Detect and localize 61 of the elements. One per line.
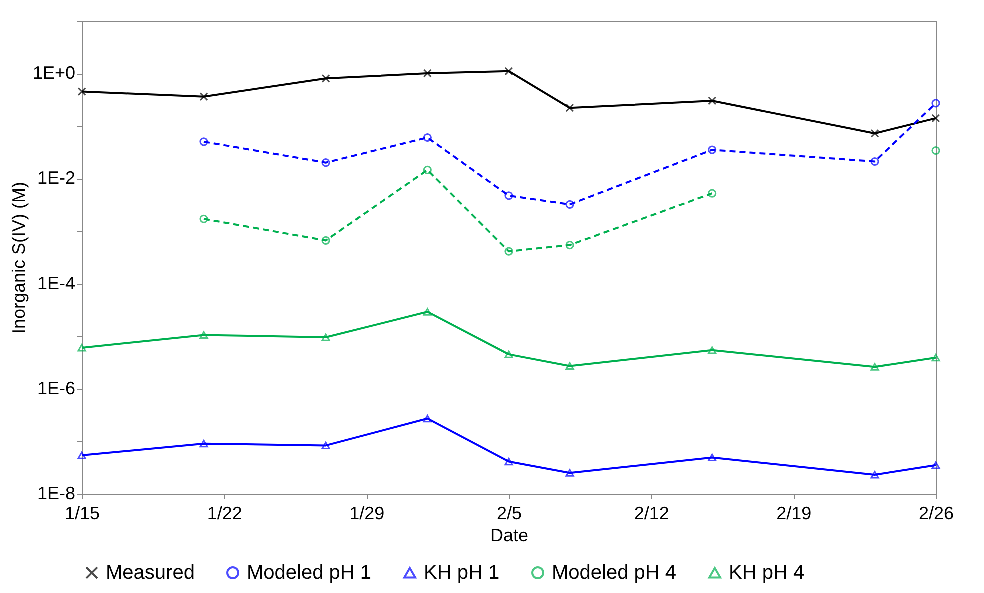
point bbox=[322, 442, 330, 450]
y-tick-label: 1E-2 bbox=[37, 168, 76, 188]
point bbox=[423, 308, 432, 316]
point bbox=[78, 344, 86, 352]
point bbox=[708, 96, 717, 106]
point bbox=[504, 247, 514, 256]
point bbox=[870, 363, 880, 371]
point bbox=[200, 92, 208, 102]
point bbox=[708, 346, 717, 354]
point bbox=[200, 440, 208, 448]
point bbox=[504, 350, 514, 358]
point bbox=[504, 458, 514, 466]
point bbox=[423, 166, 432, 174]
legend-label: KH pH 1 bbox=[424, 562, 500, 584]
point bbox=[423, 133, 432, 142]
point bbox=[566, 200, 574, 209]
y-tick-label: 1E-6 bbox=[37, 378, 76, 398]
y-tick-label: 1E-8 bbox=[37, 484, 76, 504]
point bbox=[870, 471, 880, 479]
x-tick-label: 1/29 bbox=[350, 504, 385, 524]
x-tick-label: 1/22 bbox=[207, 504, 242, 524]
y-tick-label: 1E+0 bbox=[32, 63, 76, 84]
point bbox=[932, 99, 940, 108]
legend-label: KH pH 4 bbox=[729, 562, 805, 584]
point bbox=[708, 146, 717, 154]
point bbox=[200, 214, 208, 224]
point bbox=[322, 236, 330, 245]
legend-label: Modeled pH 1 bbox=[247, 562, 372, 584]
x-tick-label: 2/12 bbox=[634, 504, 670, 524]
x-tick-label: 1/15 bbox=[64, 504, 100, 524]
point bbox=[200, 331, 208, 340]
point bbox=[870, 157, 880, 166]
point bbox=[200, 138, 208, 146]
x-tick-label: 2/26 bbox=[918, 504, 954, 524]
point bbox=[566, 104, 574, 112]
point bbox=[322, 74, 330, 83]
point bbox=[566, 241, 574, 250]
point bbox=[322, 158, 330, 168]
legend-label: Measured bbox=[106, 562, 195, 584]
point bbox=[504, 192, 514, 200]
legend-label: Modeled pH 4 bbox=[552, 562, 677, 584]
point bbox=[423, 414, 432, 423]
point bbox=[423, 69, 432, 78]
point bbox=[566, 362, 574, 370]
point bbox=[504, 67, 514, 76]
point bbox=[322, 334, 330, 342]
point bbox=[566, 469, 574, 477]
x-tick-label: 2/5 bbox=[496, 504, 522, 524]
point bbox=[78, 452, 86, 460]
point bbox=[708, 189, 717, 198]
point bbox=[870, 129, 880, 138]
point bbox=[932, 354, 940, 362]
point bbox=[932, 146, 940, 156]
y-axis-title: Inorganic S(IV) (M) bbox=[8, 182, 29, 334]
point bbox=[78, 87, 86, 96]
x-axis-title: Date bbox=[490, 526, 529, 546]
point bbox=[932, 114, 940, 123]
point bbox=[708, 454, 717, 462]
point bbox=[932, 462, 940, 470]
y-tick-label: 1E-4 bbox=[37, 273, 76, 294]
x-tick-label: 2/19 bbox=[776, 504, 812, 524]
